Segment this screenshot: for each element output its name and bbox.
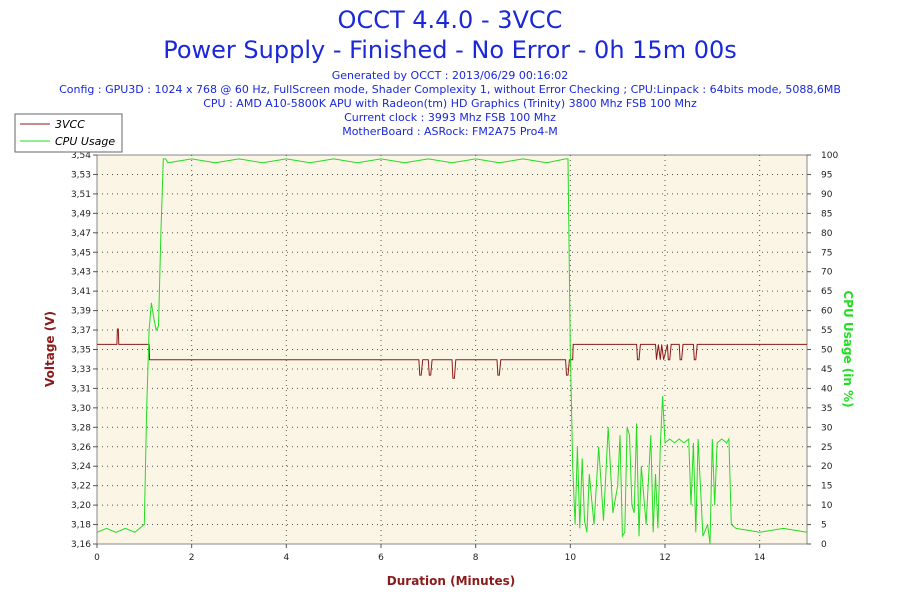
x-tick-label: 8 [473, 553, 479, 563]
series-lines [96, 158, 808, 545]
legend: 3VCC CPU Usage [14, 113, 123, 153]
x-tick-label: 0 [94, 553, 100, 563]
y-right-tick-label: 90 [821, 190, 833, 200]
x-tick-label: 4 [283, 553, 289, 563]
y-right-tick-label: 35 [821, 404, 832, 414]
y-left-tick-label: 3,37 [71, 326, 91, 336]
y-right-tick-label: 70 [821, 268, 833, 278]
chart-title: OCCT 4.4.0 - 3VCC [337, 6, 563, 34]
y-left-tick-label: 3,16 [71, 540, 91, 550]
info-clock: Current clock : 3993 Mhz FSB 100 Mhz [344, 111, 556, 124]
y-right-tick-label: 60 [821, 307, 833, 317]
y-right-tick-label: 80 [821, 229, 833, 239]
info-cpu: CPU : AMD A10-5800K APU with Radeon(tm) … [203, 97, 697, 110]
y-left-tick-label: 3,41 [71, 287, 91, 297]
legend-label-3vcc: 3VCC [55, 118, 85, 131]
info-generated: Generated by OCCT : 2013/06/29 00:16:02 [331, 69, 569, 82]
y-left-tick-label: 3,43 [71, 268, 91, 278]
y-right-tick-label: 100 [821, 151, 838, 161]
y-right-tick-label: 10 [821, 501, 833, 511]
y-right-tick-label: 55 [821, 326, 832, 336]
chart-subtitle: Power Supply - Finished - No Error - 0h … [163, 36, 737, 64]
y-left-tick-label: 3,28 [71, 423, 91, 433]
x-tick-label: 6 [378, 553, 384, 563]
y-left-tick-label: 3,35 [71, 346, 91, 356]
y-left-tick-label: 3,20 [71, 501, 91, 511]
y-left-tick-label: 3,49 [71, 209, 91, 219]
info-config: Config : GPU3D : 1024 x 768 @ 60 Hz, Ful… [59, 83, 841, 96]
y-left-tick-label: 3,22 [71, 482, 91, 492]
y-right-tick-label: 20 [821, 462, 833, 472]
y-left-tick-label: 3,30 [71, 404, 91, 414]
x-tick-label: 14 [754, 553, 766, 563]
y-right-tick-label: 65 [821, 287, 832, 297]
y-right-tick-label: 0 [821, 540, 827, 550]
y-right-tick-label: 5 [821, 521, 827, 531]
x-tick-label: 10 [565, 553, 577, 563]
x-axis-label: Duration (Minutes) [387, 574, 515, 588]
x-tick-label: 12 [659, 553, 670, 563]
y-left-tick-label: 3,18 [71, 521, 91, 531]
y-left-tick-label: 3,24 [71, 462, 91, 472]
legend-box [14, 113, 123, 153]
series-line-cpu-usage [96, 158, 808, 545]
y-right-tick-label: 30 [821, 423, 833, 433]
y-axis-label-right: CPU Usage (in %) [841, 290, 855, 407]
axis-ticks: 0 2 4 6 8 10 12 14 3,16 3,18 3,20 3,22 3,24 3,26 3,28 3… [71, 151, 838, 563]
y-left-tick-label: 3,53 [71, 170, 91, 180]
y-left-tick-label: 3,26 [71, 443, 91, 453]
y-left-tick-label: 3,45 [71, 248, 91, 258]
y-left-tick-label: 3,33 [71, 365, 91, 375]
y-left-tick-label: 3,31 [71, 384, 91, 394]
y-left-tick-label: 3,39 [71, 307, 91, 317]
series-line-3vcc [97, 328, 807, 379]
y-right-tick-label: 40 [821, 384, 833, 394]
y-axis-label-left: Voltage (V) [43, 311, 57, 387]
info-motherboard: MotherBoard : ASRock: FM2A75 Pro4-M [342, 125, 558, 138]
y-right-tick-label: 45 [821, 365, 832, 375]
y-right-tick-label: 25 [821, 443, 832, 453]
y-right-tick-label: 95 [821, 170, 832, 180]
x-tick-label: 2 [189, 553, 195, 563]
y-left-tick-label: 3,54 [71, 151, 91, 161]
y-right-tick-label: 50 [821, 346, 833, 356]
legend-label-cpu-usage: CPU Usage [55, 135, 115, 148]
y-right-tick-label: 85 [821, 209, 832, 219]
y-right-tick-label: 75 [821, 248, 832, 258]
y-left-tick-label: 3,51 [71, 190, 91, 200]
y-left-tick-label: 3,47 [71, 229, 91, 239]
y-right-tick-label: 15 [821, 482, 832, 492]
